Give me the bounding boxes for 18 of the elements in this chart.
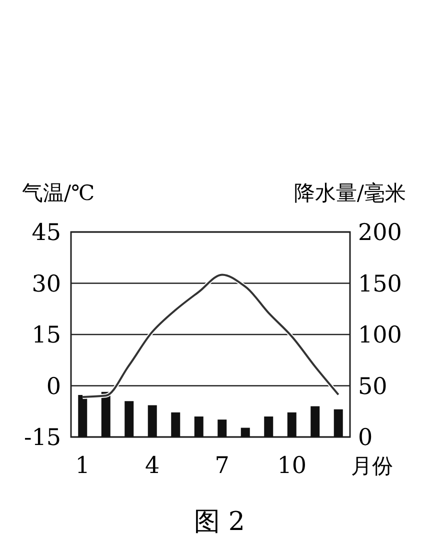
x-tick-label: 7: [214, 453, 230, 479]
y-tick-label: 30: [32, 271, 61, 298]
x-tick-label: 10: [277, 453, 307, 479]
caption: 图 2: [194, 507, 245, 537]
y-tick-label: 0: [46, 374, 61, 400]
y2-tick-label: 100: [358, 322, 402, 348]
x-tick-label: 1: [75, 453, 90, 479]
y-tick-label: 45: [32, 220, 61, 246]
y2-tick-label: 50: [358, 374, 388, 400]
y2-tick-label: 200: [358, 220, 402, 246]
y-tick-label: -15: [24, 425, 61, 451]
x-tick-label: 4: [145, 453, 160, 479]
y-tick-label: 15: [32, 322, 61, 348]
x-axis-title: 月份: [351, 454, 393, 478]
y2-tick-label: 0: [358, 425, 373, 451]
y-axis-title: 气温/℃: [22, 181, 95, 205]
y2-axis-title: 降水量/毫米: [294, 181, 406, 205]
y2-tick-label: 150: [358, 271, 402, 298]
